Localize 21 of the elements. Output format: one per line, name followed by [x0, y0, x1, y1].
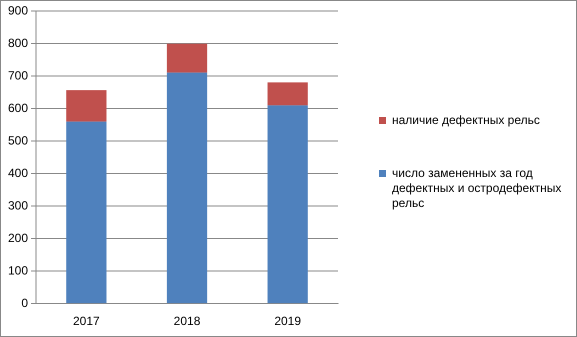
x-tick-label: 2018: [174, 314, 201, 328]
x-tick-label: 2017: [73, 314, 100, 328]
y-tick-label: 100: [8, 263, 28, 278]
x-tick-label: 2019: [274, 314, 302, 328]
bar: [66, 90, 106, 122]
bar: [166, 44, 208, 73]
y-tick-label: 0: [21, 296, 28, 310]
legend-label: число замененных за год дефектных и остродефектных рельс: [392, 166, 562, 211]
y-tick-label: 500: [8, 133, 28, 148]
y-tick-label: 600: [8, 100, 28, 115]
y-tick-label: 200: [8, 230, 28, 245]
bar: [268, 105, 308, 304]
y-tick-label: 300: [8, 198, 28, 212]
y-tick-label: 900: [8, 4, 28, 18]
bar: [268, 82, 308, 106]
y-tick-label: 400: [8, 166, 28, 180]
y-tick-label: 700: [8, 68, 28, 82]
bar: [66, 122, 106, 304]
legend-label: наличие дефектных рельс: [392, 113, 540, 128]
y-tick-label: 800: [8, 36, 28, 50]
bar: [166, 72, 208, 304]
